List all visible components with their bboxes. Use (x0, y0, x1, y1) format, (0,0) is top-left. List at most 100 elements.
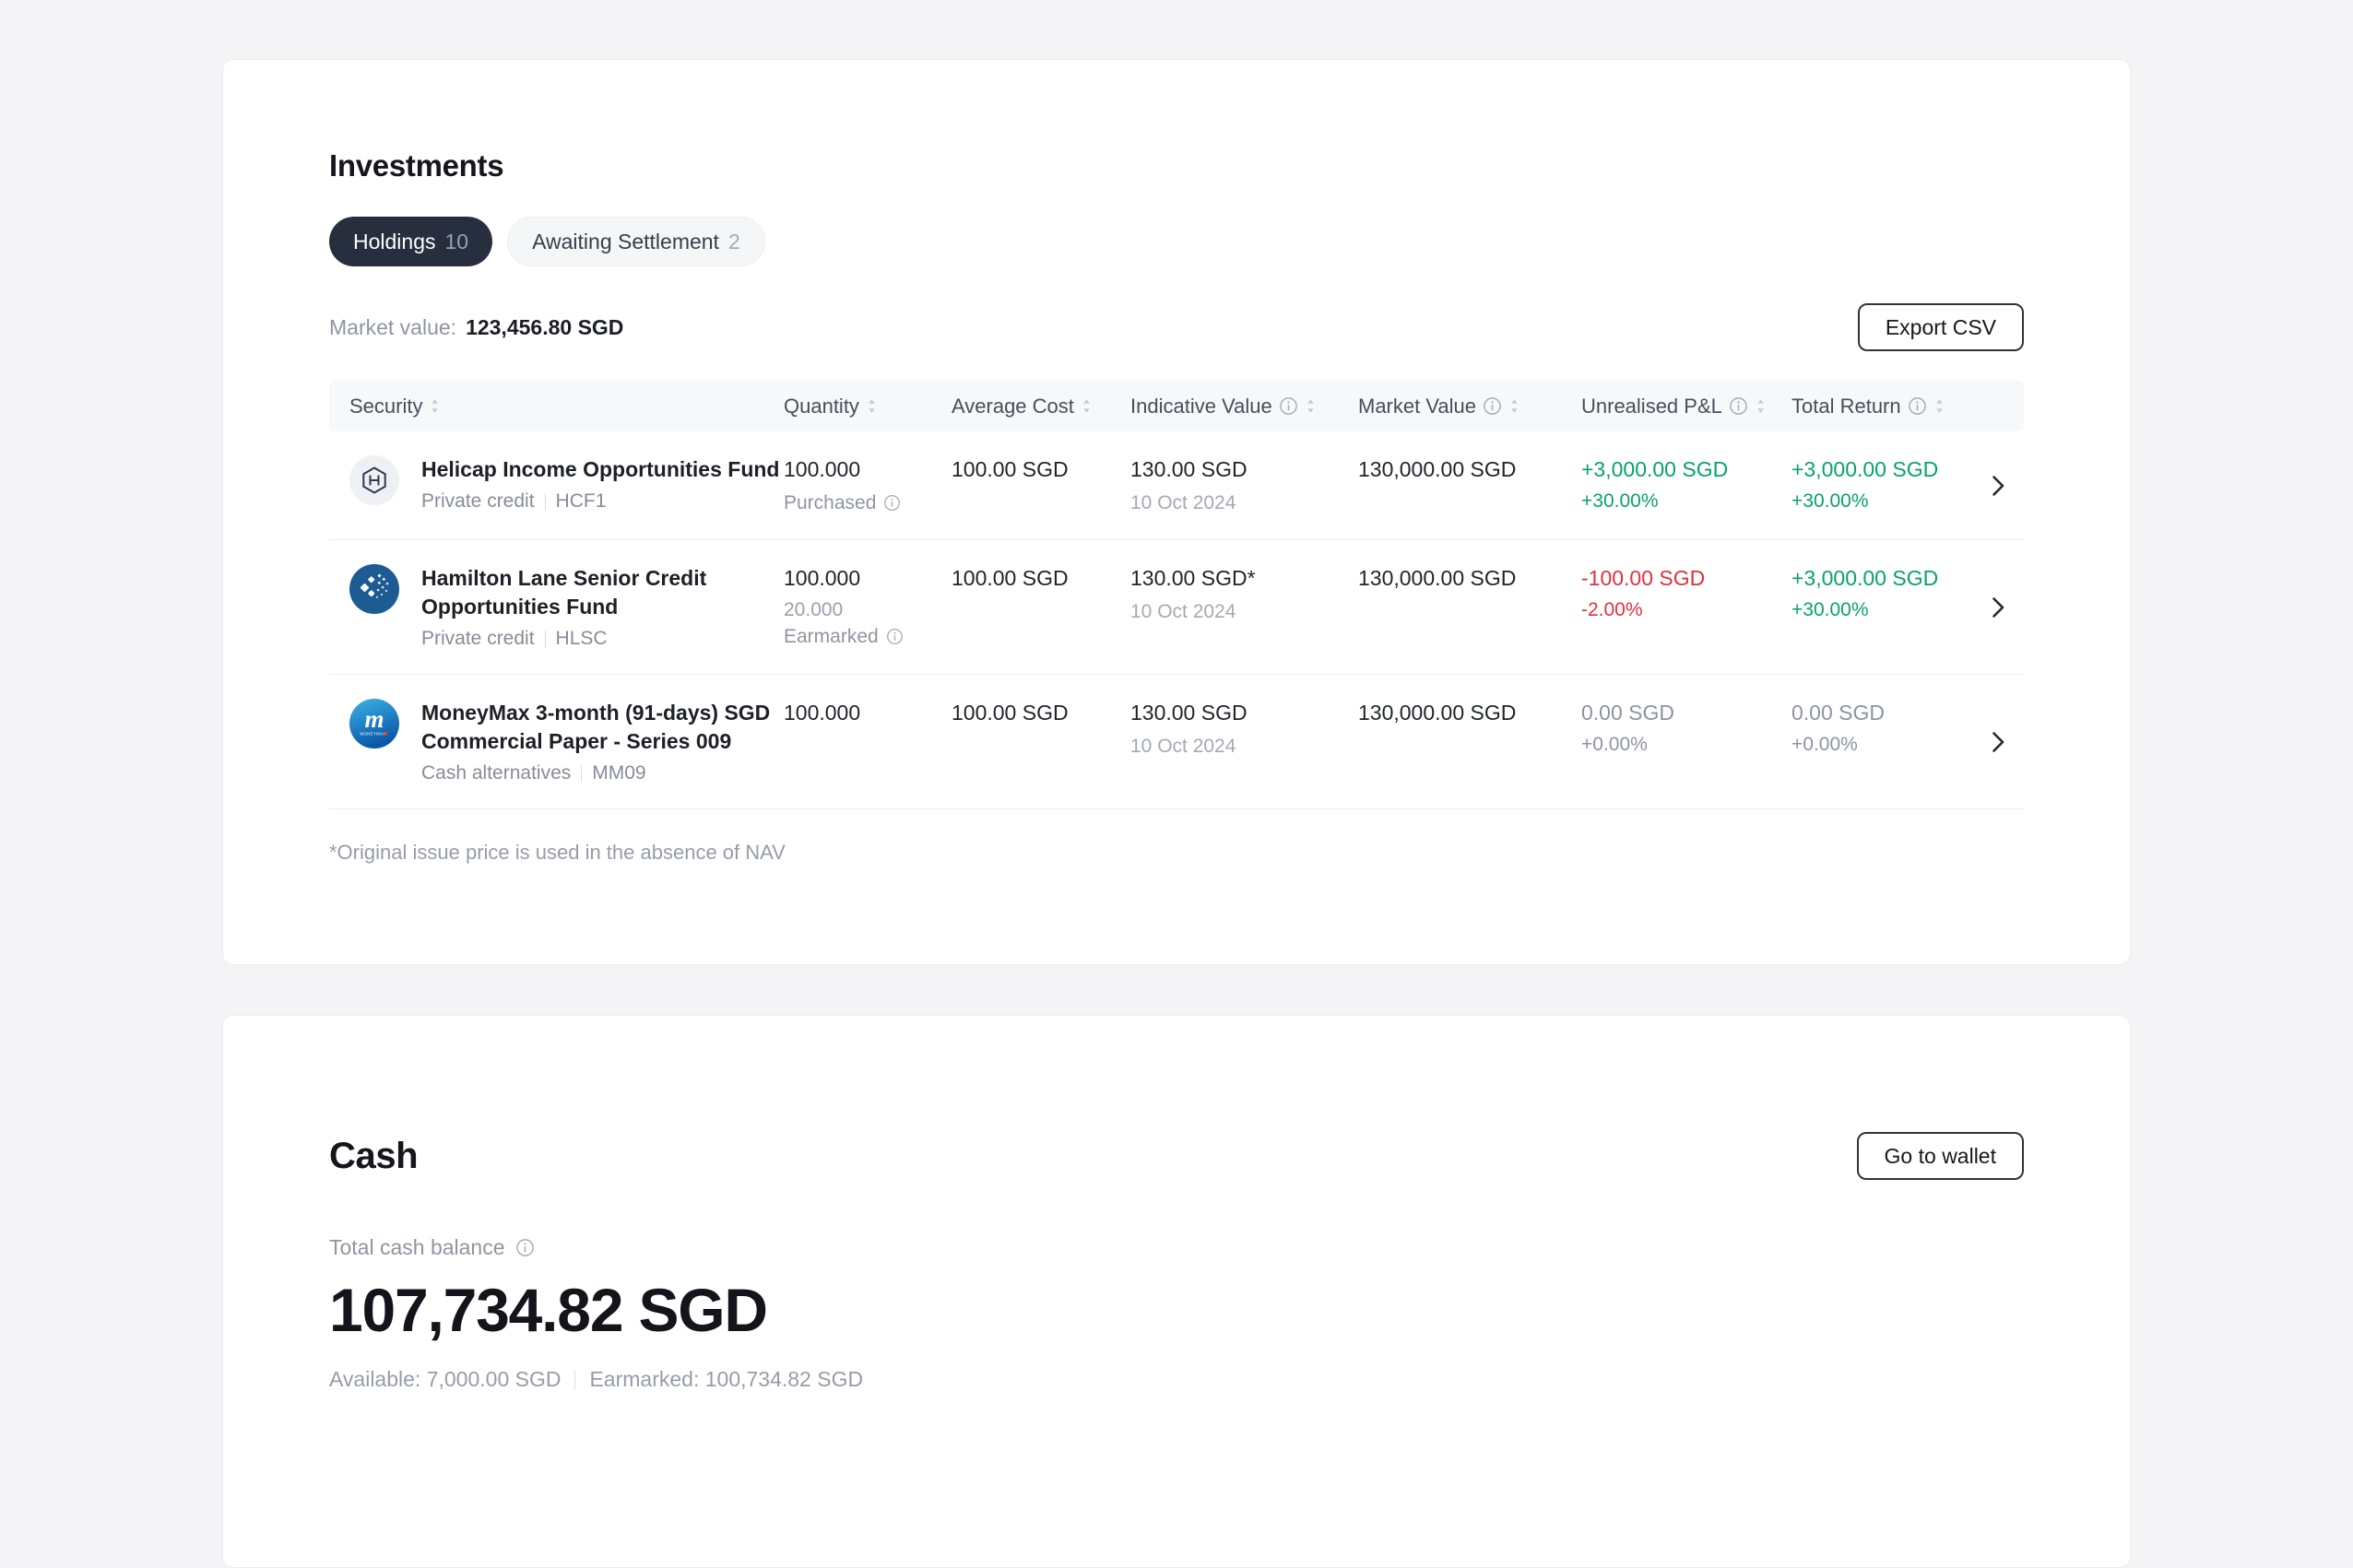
quantity-value: 100.000 (784, 701, 861, 725)
indicative-value-date: 10 Oct 2024 (1130, 601, 1236, 622)
info-icon[interactable] (515, 1238, 535, 1257)
indicative-value: 130.00 SGD* (1130, 566, 1256, 590)
tab-awaiting-settlement[interactable]: Awaiting Settlement 2 (507, 217, 765, 266)
security-ticker: MM09 (592, 762, 646, 784)
column-header-total-return[interactable]: Total Return (1791, 395, 1964, 419)
quantity-value: 100.000 (784, 457, 861, 481)
unrealised-pnl-percent: +30.00% (1581, 490, 1659, 512)
total-cash-balance-label: Total cash balance (329, 1235, 505, 1259)
table-row[interactable]: m MONEYMAX MoneyMax 3-month (91-days) SGD… (329, 675, 2024, 809)
cash-title: Cash (329, 1135, 419, 1176)
column-header-quantity[interactable]: Quantity (784, 395, 952, 419)
quantity-cell: 100.000 (784, 699, 952, 727)
security-cell: Helicap Income Opportunities Fund Privat… (349, 455, 784, 513)
security-name: MoneyMax 3-month (91-days) SGD Commercia… (421, 701, 771, 753)
column-header-average-cost[interactable]: Average Cost (952, 395, 1130, 419)
average-cost-cell: 100.00 SGD (952, 566, 1069, 590)
tab-awaiting-settlement-label: Awaiting Settlement (532, 229, 719, 253)
unrealised-pnl-cell: -100.00 SGD -2.00% (1581, 564, 1791, 622)
info-icon[interactable] (1729, 396, 1748, 416)
svg-text:m: m (364, 705, 384, 733)
market-value-row: Market value: 123,456.80 SGD Export CSV (329, 303, 2024, 351)
security-name: Helicap Income Opportunities Fund (421, 457, 780, 481)
column-label: Market Value (1358, 394, 1476, 418)
quantity-cell: 100.000 20.000 Earmarked (784, 564, 952, 649)
quantity-cell: 100.000 Purchased (784, 455, 952, 515)
security-subtitle: Private credit HCF1 (421, 490, 779, 513)
column-header-indicative-value[interactable]: Indicative Value (1130, 395, 1358, 419)
go-to-wallet-button[interactable]: Go to wallet (1856, 1132, 2024, 1180)
security-subtitle: Cash alternatives MM09 (421, 762, 784, 784)
table-row[interactable]: Helicap Income Opportunities Fund Privat… (329, 431, 2024, 540)
subtitle-divider (581, 764, 583, 783)
available-balance: Available: 7,000.00 SGD (329, 1367, 561, 1392)
security-text: MoneyMax 3-month (91-days) SGD Commercia… (421, 699, 784, 784)
earmarked-value: 100,734.82 SGD (704, 1367, 864, 1391)
security-type: Private credit (421, 628, 535, 649)
quantity-value: 100.000 (784, 566, 861, 590)
investments-title: Investments (329, 148, 504, 183)
total-return-percent: +30.00% (1791, 490, 1869, 512)
unrealised-pnl-cell: +3,000.00 SGD +30.00% (1581, 455, 1791, 513)
tab-awaiting-settlement-count: 2 (727, 229, 740, 253)
sort-icon (1083, 399, 1090, 413)
column-label: Security (349, 394, 423, 418)
table-row[interactable]: Hamilton Lane Senior Credit Opportunitie… (329, 540, 2024, 675)
unrealised-pnl-percent: -2.00% (1581, 599, 1643, 620)
indicative-value-date: 10 Oct 2024 (1130, 492, 1236, 513)
info-icon[interactable] (1908, 396, 1927, 416)
cash-header: Cash Go to wallet (329, 1016, 2024, 1180)
column-label: Average Cost (952, 394, 1074, 418)
security-ticker: HCF1 (555, 490, 607, 512)
info-icon[interactable] (1483, 396, 1502, 416)
tab-holdings-count: 10 (444, 229, 469, 253)
security-text: Hamilton Lane Senior Credit Opportunitie… (421, 564, 784, 650)
unrealised-pnl-value: 0.00 SGD (1581, 701, 1674, 725)
helicap-hexagon-logo-icon (349, 455, 399, 505)
sort-icon (1757, 399, 1764, 413)
security-text: Helicap Income Opportunities Fund Privat… (421, 455, 779, 513)
column-label: Total Return (1791, 394, 1901, 418)
quantity-sub: Purchased (784, 490, 952, 515)
total-return-value: 0.00 SGD (1791, 701, 1885, 725)
unrealised-pnl-value: -100.00 SGD (1581, 566, 1706, 590)
info-icon[interactable] (886, 628, 904, 645)
moneymax-logo-icon: m MONEYMAX (349, 699, 399, 749)
info-icon[interactable] (1279, 396, 1298, 416)
meta-divider (574, 1369, 576, 1390)
investments-card: Investments Holdings 10 Awaiting Settlem… (222, 59, 2131, 965)
quantity-earmarked-value: 20.000 (784, 599, 844, 620)
indicative-value-cell: 130.00 SGD 10 Oct 2024 (1130, 455, 1358, 515)
security-ticker: HLSC (555, 628, 608, 649)
security-type: Private credit (421, 490, 535, 512)
column-header-security[interactable]: Security (349, 395, 784, 419)
market-value-cell: 130,000.00 SGD (1358, 566, 1517, 590)
info-icon[interactable] (883, 494, 901, 512)
security-name: Hamilton Lane Senior Credit Opportunitie… (421, 566, 707, 619)
available-value: 7,000.00 SGD (426, 1367, 562, 1391)
unrealised-pnl-value: +3,000.00 SGD (1581, 457, 1729, 481)
market-value-amount: 123,456.80 SGD (466, 314, 624, 339)
cash-card: Cash Go to wallet Total cash balance 107… (222, 1015, 2131, 1568)
tab-holdings-label: Holdings (353, 229, 436, 253)
total-return-cell: +3,000.00 SGD +30.00% (1791, 455, 1964, 513)
total-return-percent: +30.00% (1791, 599, 1869, 620)
cash-meta-row: Available: 7,000.00 SGD Earmarked: 100,7… (329, 1367, 2024, 1392)
tab-holdings[interactable]: Holdings 10 (329, 217, 493, 266)
earmarked-label: Earmarked: (589, 1367, 700, 1391)
total-return-value: +3,000.00 SGD (1791, 457, 1939, 481)
total-return-cell: +3,000.00 SGD +30.00% (1791, 564, 1964, 622)
total-cash-balance-label-row: Total cash balance (329, 1235, 2024, 1260)
indicative-value-cell: 130.00 SGD 10 Oct 2024 (1130, 699, 1358, 759)
market-value-label: Market value: (329, 314, 457, 339)
indicative-value: 130.00 SGD (1130, 457, 1247, 481)
security-subtitle: Private credit HLSC (421, 628, 784, 650)
average-cost-cell: 100.00 SGD (952, 701, 1069, 725)
hamilton-lane-logo-icon (349, 564, 399, 614)
column-header-unrealised-pnl[interactable]: Unrealised P&L (1581, 395, 1791, 419)
export-csv-button[interactable]: Export CSV (1857, 303, 2024, 351)
sort-icon (1935, 399, 1943, 413)
chevron-right-icon (1992, 595, 2005, 619)
unrealised-pnl-percent: +0.00% (1581, 734, 1648, 755)
column-header-market-value[interactable]: Market Value (1358, 395, 1581, 419)
